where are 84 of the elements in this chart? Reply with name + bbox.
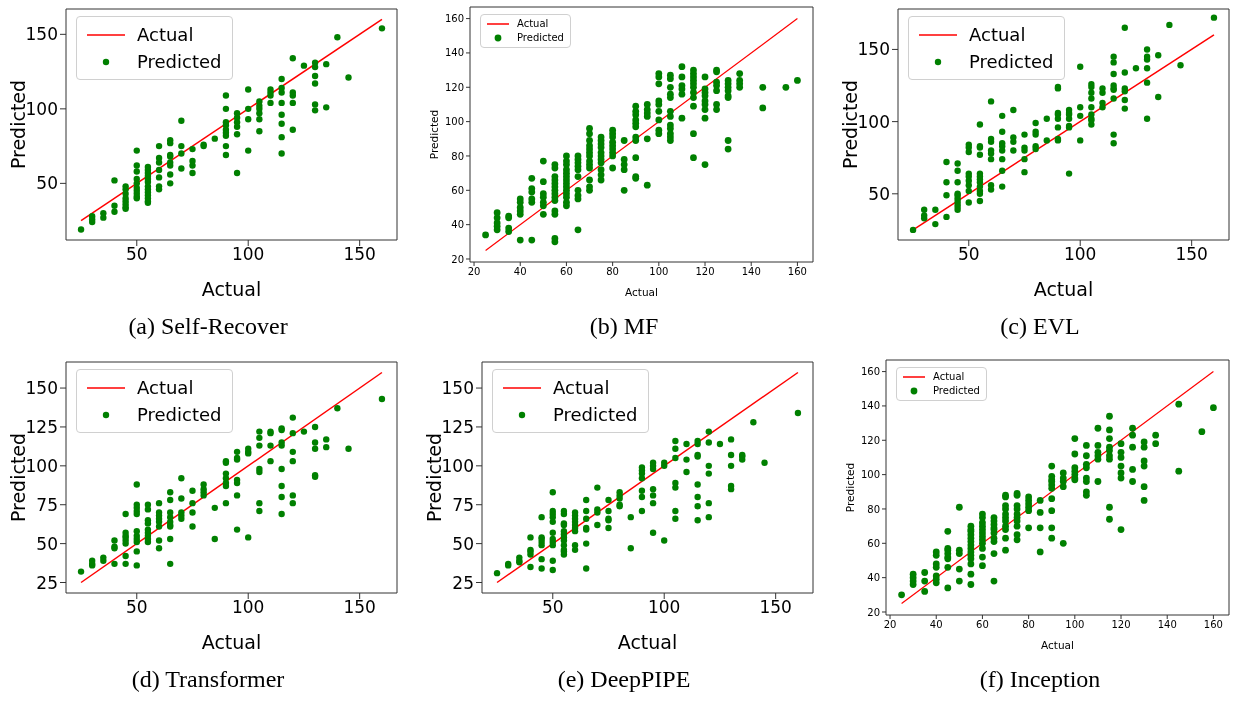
legend-label: Predicted xyxy=(933,384,980,398)
y-tick-label: 120 xyxy=(444,81,464,93)
text: (e) DeepPIPE xyxy=(556,665,692,694)
y-tick-label: 80 xyxy=(451,150,464,162)
legend-label: Actual xyxy=(553,376,610,400)
x-tick-label: 80 xyxy=(606,266,619,278)
legend-label: Actual xyxy=(933,370,965,384)
y-tick-label: 75 xyxy=(36,494,58,515)
x-tick-label: 40 xyxy=(929,619,943,631)
y-tick-label: 40 xyxy=(867,572,880,584)
x-tick-label: 40 xyxy=(513,266,527,278)
y-tick-label: 100 xyxy=(444,116,464,128)
y-tick-label: 80 xyxy=(867,503,880,515)
y-tick-label: 60 xyxy=(867,537,880,549)
y-tick-label: 150 xyxy=(25,378,58,399)
y-tick-label: 50 xyxy=(452,533,474,554)
x-tick-label: 150 xyxy=(1175,244,1208,265)
x-tick-label: 50 xyxy=(957,244,980,265)
legend-label: Actual xyxy=(137,376,194,400)
legend-label: Actual xyxy=(517,17,549,31)
y-tick-label: 125 xyxy=(25,416,58,437)
x-tick-label: 140 xyxy=(1157,619,1177,631)
x-tick-label: 60 xyxy=(976,619,989,631)
y-tick-label: 25 xyxy=(36,572,58,593)
x-tick-label: 120 xyxy=(1111,619,1131,631)
y-tick-label: 40 xyxy=(451,219,464,231)
legend-label: Predicted xyxy=(517,31,564,45)
x-tick-label: 140 xyxy=(741,266,761,278)
y-axis-title: Predicted xyxy=(427,109,440,160)
legend-label: Actual xyxy=(137,23,194,47)
y-tick-label: 75 xyxy=(452,494,474,515)
x-tick-label: 150 xyxy=(343,244,376,265)
x-tick-label: 50 xyxy=(125,597,148,618)
legend-label: Predicted xyxy=(137,403,222,427)
x-tick-label: 80 xyxy=(1022,619,1035,631)
x-tick-label: 120 xyxy=(695,266,715,278)
y-tick-label: 60 xyxy=(451,184,464,196)
y-tick-label: 160 xyxy=(860,366,880,378)
y-tick-label: 100 xyxy=(441,455,474,476)
x-axis-title: Actual xyxy=(617,631,678,653)
x-axis-title: Actual xyxy=(201,631,262,653)
text: (a) Self-Recover xyxy=(127,312,289,341)
x-tick-label: 160 xyxy=(787,266,807,278)
text: (d) Transformer xyxy=(130,665,286,694)
text: (f) Inception xyxy=(978,665,1102,694)
y-tick-label: 50 xyxy=(868,183,890,204)
x-axis-title: Actual xyxy=(1041,639,1074,651)
y-axis-title: Predicted xyxy=(843,462,856,513)
legend-label: Actual xyxy=(969,23,1026,47)
y-tick-label: 140 xyxy=(860,400,880,412)
x-tick-label: 50 xyxy=(541,597,564,618)
x-axis-title: Actual xyxy=(1033,278,1094,300)
y-tick-label: 150 xyxy=(857,39,890,60)
x-tick-label: 100 xyxy=(1063,244,1097,265)
x-axis-title: Actual xyxy=(201,278,262,300)
y-tick-label: 140 xyxy=(444,47,464,59)
x-tick-label: 150 xyxy=(343,597,376,618)
text: (c) EVL xyxy=(999,312,1081,341)
y-tick-label: 150 xyxy=(441,378,474,399)
x-tick-label: 100 xyxy=(649,266,669,278)
x-tick-label: 100 xyxy=(1065,619,1085,631)
x-tick-label: 100 xyxy=(231,244,265,265)
x-tick-label: 150 xyxy=(759,597,792,618)
x-tick-label: 100 xyxy=(231,597,265,618)
y-tick-label: 100 xyxy=(860,469,880,481)
text: (b) MF xyxy=(588,312,660,341)
legend-label: Predicted xyxy=(137,50,222,74)
y-tick-label: 50 xyxy=(36,173,58,194)
legend-label: Predicted xyxy=(553,403,638,427)
x-tick-label: 160 xyxy=(1203,619,1223,631)
y-tick-label: 100 xyxy=(25,455,58,476)
x-tick-label: 50 xyxy=(125,244,148,265)
y-tick-label: 25 xyxy=(452,572,474,593)
y-tick-label: 100 xyxy=(857,111,890,132)
x-axis-title: Actual xyxy=(625,286,658,298)
x-tick-label: 60 xyxy=(560,266,573,278)
y-tick-label: 125 xyxy=(441,416,474,437)
x-tick-label: 100 xyxy=(647,597,681,618)
legend-label: Predicted xyxy=(969,50,1054,74)
y-tick-label: 160 xyxy=(444,13,464,25)
y-tick-label: 100 xyxy=(25,98,58,119)
y-tick-label: 150 xyxy=(25,24,58,45)
y-tick-label: 50 xyxy=(36,533,58,554)
y-tick-label: 120 xyxy=(860,434,880,446)
